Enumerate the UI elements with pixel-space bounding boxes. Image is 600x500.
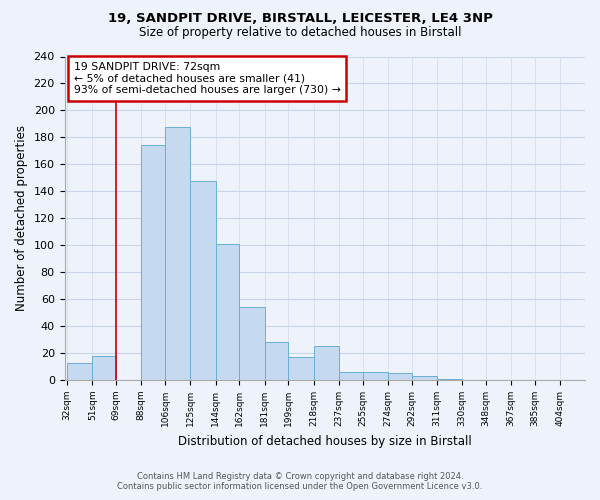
Bar [338,372,362,380]
Bar [190,180,215,380]
Bar [215,244,239,380]
Bar [142,146,165,380]
Bar [67,362,92,380]
Bar [314,346,338,380]
Text: Size of property relative to detached houses in Birstall: Size of property relative to detached ho… [139,26,461,39]
Bar [362,372,388,380]
Bar [437,378,462,380]
Bar [289,357,314,380]
Bar [265,342,289,380]
Bar [92,356,116,380]
Y-axis label: Number of detached properties: Number of detached properties [15,126,28,312]
Bar [388,374,412,380]
Bar [239,308,265,380]
Text: Contains HM Land Registry data © Crown copyright and database right 2024.
Contai: Contains HM Land Registry data © Crown c… [118,472,482,491]
X-axis label: Distribution of detached houses by size in Birstall: Distribution of detached houses by size … [178,434,472,448]
Text: 19, SANDPIT DRIVE, BIRSTALL, LEICESTER, LE4 3NP: 19, SANDPIT DRIVE, BIRSTALL, LEICESTER, … [107,12,493,26]
Bar [165,126,190,380]
Bar [412,376,437,380]
Text: 19 SANDPIT DRIVE: 72sqm
← 5% of detached houses are smaller (41)
93% of semi-det: 19 SANDPIT DRIVE: 72sqm ← 5% of detached… [74,62,341,95]
